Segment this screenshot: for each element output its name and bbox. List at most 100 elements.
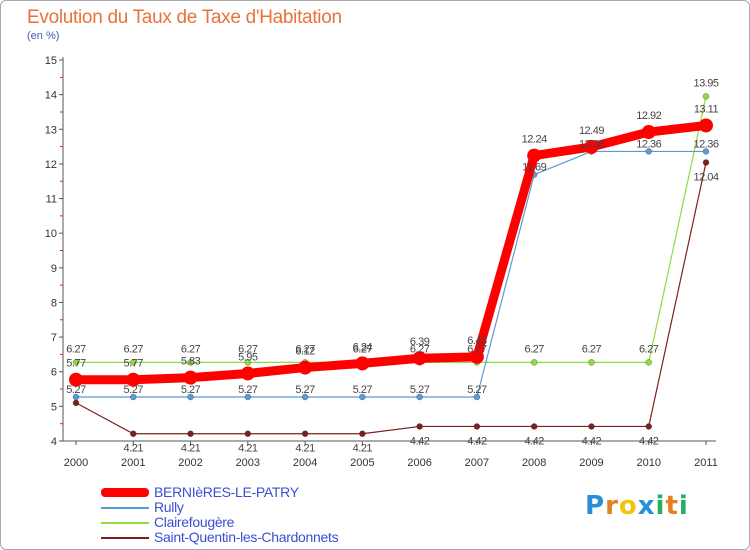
data-point-2-1 bbox=[130, 359, 137, 366]
data-label-3-2: 4.21 bbox=[181, 443, 201, 455]
legend-swatch-0 bbox=[101, 488, 149, 497]
series-line-2 bbox=[75, 95, 707, 363]
y-tick-label: 9 bbox=[51, 263, 57, 275]
data-label-3-7: 4.42 bbox=[467, 435, 487, 447]
series-line-0 bbox=[71, 120, 711, 385]
x-tick-label: 2002 bbox=[178, 457, 202, 469]
logo-letter: r bbox=[605, 491, 619, 521]
y-tick-label: 8 bbox=[51, 297, 57, 309]
x-tick-label: 2003 bbox=[236, 457, 260, 469]
data-point-2-2 bbox=[187, 359, 194, 366]
data-point-1-2 bbox=[187, 393, 194, 401]
legend-swatch-2 bbox=[101, 522, 149, 524]
logo-letter: x bbox=[637, 491, 656, 521]
data-label-3-6: 4.42 bbox=[410, 435, 430, 447]
data-label-3-4: 4.21 bbox=[295, 443, 315, 455]
data-point-3-2 bbox=[187, 430, 194, 437]
data-label-1-0: 5.27 bbox=[66, 384, 86, 396]
data-label-1-5: 5.27 bbox=[353, 384, 373, 396]
data-point-3-10 bbox=[645, 423, 652, 430]
data-point-0-1 bbox=[126, 372, 141, 387]
x-tick-label: 2000 bbox=[64, 457, 88, 469]
data-label-0-2: 5.83 bbox=[181, 356, 201, 368]
data-point-3-11 bbox=[702, 159, 710, 166]
x-tick-label: 2006 bbox=[407, 457, 431, 469]
y-tick-label: 11 bbox=[46, 194, 57, 206]
data-label-0-8: 12.24 bbox=[522, 134, 547, 146]
data-point-0-10 bbox=[641, 125, 656, 140]
data-label-2-8: 6.27 bbox=[524, 343, 544, 355]
data-point-0-2 bbox=[183, 370, 198, 385]
data-label-3-10: 4.42 bbox=[639, 435, 659, 447]
y-tick-label: 5 bbox=[51, 401, 57, 413]
data-point-1-10 bbox=[645, 148, 652, 155]
data-point-0-3 bbox=[240, 366, 255, 381]
data-label-1-1: 5.27 bbox=[124, 384, 144, 396]
x-tick-label: 2004 bbox=[293, 457, 317, 469]
legend-label-2: Clairefougère bbox=[154, 514, 235, 530]
data-label-3-1: 4.21 bbox=[124, 443, 144, 455]
data-label-1-2: 5.27 bbox=[181, 384, 201, 396]
data-point-3-4 bbox=[301, 430, 309, 437]
data-label-0-1: 5.77 bbox=[124, 358, 144, 370]
legend-swatch-3 bbox=[101, 537, 149, 539]
logo-letter: o bbox=[618, 491, 638, 521]
data-label-2-4: 6.27 bbox=[295, 343, 315, 355]
y-tick-label: 10 bbox=[45, 228, 57, 240]
data-label-3-5: 4.21 bbox=[353, 443, 373, 455]
data-point-2-9 bbox=[588, 359, 595, 366]
data-point-3-0 bbox=[72, 399, 80, 407]
data-point-0-5 bbox=[355, 356, 370, 371]
data-label-3-8: 4.42 bbox=[524, 435, 544, 447]
data-label-2-11: 13.95 bbox=[693, 77, 718, 89]
data-point-3-7 bbox=[473, 423, 481, 430]
legend-label-3: Saint-Quentin-les-Chardonnets bbox=[154, 529, 339, 545]
data-point-1-7 bbox=[473, 393, 481, 401]
data-point-3-5 bbox=[359, 430, 366, 437]
data-label-0-4: 6.12 bbox=[295, 346, 315, 358]
data-point-0-11 bbox=[699, 118, 713, 133]
data-label-1-3: 5.27 bbox=[238, 384, 258, 396]
y-tick-label: 13 bbox=[45, 124, 57, 136]
x-tick-label: 2001 bbox=[121, 457, 145, 469]
series-line-3 bbox=[75, 161, 707, 435]
data-point-3-1 bbox=[130, 430, 137, 437]
data-point-3-6 bbox=[416, 423, 423, 430]
x-tick-label: 2005 bbox=[350, 457, 374, 469]
data-label-0-10: 12.92 bbox=[636, 110, 661, 122]
x-tick-label: 2010 bbox=[636, 457, 660, 469]
data-label-2-1: 6.27 bbox=[124, 343, 144, 355]
y-tick-label: 6 bbox=[51, 367, 57, 379]
logo-letter: P bbox=[585, 491, 606, 521]
data-point-1-5 bbox=[359, 393, 366, 401]
logo-letter: i bbox=[678, 491, 689, 521]
proxiti-logo: Proxiti bbox=[585, 491, 689, 521]
data-label-1-6: 5.27 bbox=[410, 384, 430, 396]
data-point-2-11 bbox=[702, 93, 710, 100]
data-label-2-5: 6.27 bbox=[353, 343, 373, 355]
x-tick-label: 2009 bbox=[579, 457, 603, 469]
data-point-1-0 bbox=[72, 393, 80, 401]
data-label-3-3: 4.21 bbox=[238, 443, 258, 455]
y-tick-label: 7 bbox=[51, 332, 57, 344]
data-point-2-3 bbox=[244, 359, 251, 366]
data-point-0-0 bbox=[69, 372, 83, 387]
data-label-3-9: 4.42 bbox=[582, 435, 602, 447]
data-label-1-9: 12.36 bbox=[579, 138, 604, 150]
data-label-0-9: 12.49 bbox=[579, 125, 604, 137]
legend-label-1: Rully bbox=[154, 499, 184, 515]
data-point-0-4 bbox=[298, 360, 313, 375]
data-label-2-6: 6.27 bbox=[410, 343, 430, 355]
data-point-2-10 bbox=[645, 359, 652, 366]
data-label-0-3: 5.95 bbox=[238, 351, 258, 363]
chart-title: Evolution du Taux de Taxe d'Habitation bbox=[27, 7, 342, 28]
data-label-0-7: 6.43 bbox=[467, 335, 487, 347]
data-point-0-6 bbox=[412, 351, 427, 366]
logo-letter: i bbox=[655, 491, 666, 521]
data-label-0-11: 13.11 bbox=[694, 103, 719, 115]
data-label-0-5: 6.24 bbox=[353, 341, 373, 353]
data-point-2-0 bbox=[72, 359, 80, 366]
data-label-3-11: 12.04 bbox=[693, 172, 718, 184]
data-label-2-9: 6.27 bbox=[582, 343, 602, 355]
